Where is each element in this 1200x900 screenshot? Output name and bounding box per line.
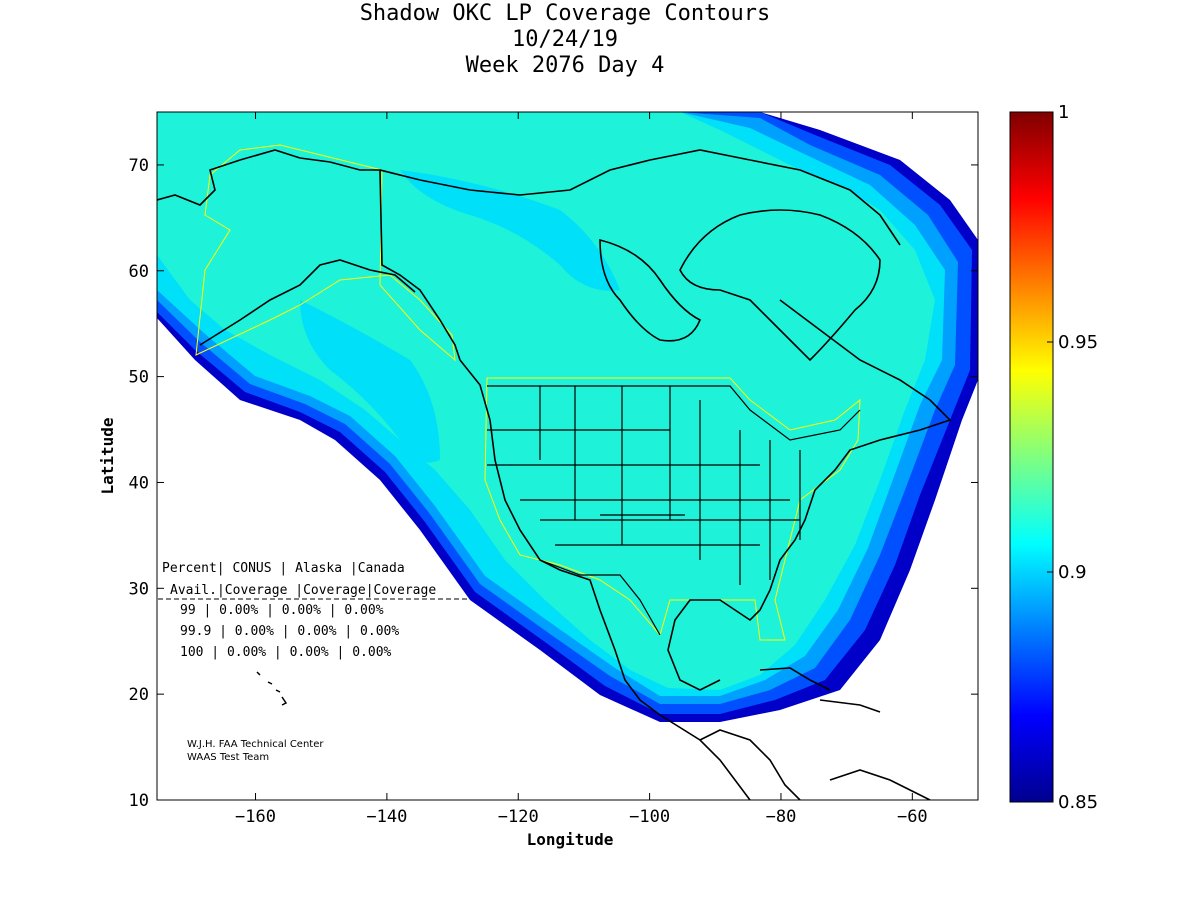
row-percent: 99 <box>180 603 196 618</box>
table-row: 100 | 0.00% | 0.00% | 0.00% <box>180 645 392 660</box>
coastline-greenland <box>679 209 881 362</box>
chart-title-line-1: Shadow OKC LP Coverage Contours <box>359 1 771 26</box>
coastline-arctic <box>379 149 901 246</box>
table-row: 99 | 0.00% | 0.00% | 0.00% <box>180 603 384 618</box>
state-lines-horizontal <box>487 429 800 546</box>
coastlines <box>157 149 952 800</box>
table-header-avail: Avail. <box>170 583 217 598</box>
table-header-row-2: Avail.|Coverage |Coverage|Coverage <box>170 583 436 598</box>
x-tick-label: −140 <box>366 807 407 827</box>
coastline-hudson-bay <box>599 238 702 342</box>
table-sep: | <box>258 603 281 618</box>
row-percent: 99.9 <box>180 624 211 639</box>
table-header-canada: Canada <box>358 561 405 576</box>
x-tick-label: −100 <box>629 807 670 827</box>
row-canada: 0.00% <box>352 645 391 660</box>
table-sep: | <box>272 561 295 576</box>
y-axis-label: Latitude <box>98 417 117 494</box>
coastline-north-america-west <box>459 359 751 800</box>
coverage-table: Percent| CONUS | Alaska |Canada Avail.|C… <box>158 561 470 660</box>
table-header-percent: Percent <box>162 561 217 576</box>
y-axis-ticks: 10 20 30 40 50 60 70 <box>129 156 978 811</box>
table-sep: | <box>342 561 358 576</box>
table-sep: | <box>217 561 233 576</box>
plot-frame <box>156 111 979 801</box>
y-tick-label: 40 <box>129 473 149 493</box>
row-conus: 0.00% <box>219 603 258 618</box>
table-sep: | <box>266 645 289 660</box>
political-borders <box>487 385 861 636</box>
coastline-caribbean <box>759 667 881 713</box>
row-conus: 0.00% <box>235 624 274 639</box>
y-tick-label: 60 <box>129 262 149 282</box>
contour-inner-patch-north <box>400 170 620 291</box>
row-alaska: 0.00% <box>290 645 329 660</box>
boundary-alaska <box>195 144 456 362</box>
table-sep: | <box>203 645 226 660</box>
contour-inner-patch-pacific <box>300 300 440 463</box>
table-header-alaska: Alaska <box>295 561 342 576</box>
coastline-alaska <box>157 149 461 361</box>
colorbar-tick-label: 0.9 <box>1058 562 1087 583</box>
table-sep: | <box>329 645 352 660</box>
row-canada: 0.00% <box>344 603 383 618</box>
table-sep: | <box>337 624 360 639</box>
table-row: 99.9 | 0.00% | 0.00% | 0.00% <box>180 624 399 639</box>
table-header-coverage-3: Coverage <box>374 583 437 598</box>
row-conus: 0.00% <box>227 645 266 660</box>
row-canada: 0.00% <box>360 624 399 639</box>
coverage-contours <box>157 112 978 722</box>
border-us-mexico <box>539 559 661 636</box>
row-percent: 100 <box>180 645 203 660</box>
colorbar-tick-label: 1 <box>1058 102 1069 123</box>
table-header-coverage-1: Coverage <box>225 583 288 598</box>
table-header-conus: CONUS <box>232 561 271 576</box>
x-axis-ticks: −160 −140 −120 −100 −80 −60 <box>235 112 928 827</box>
coastline-south-america <box>829 769 931 800</box>
credit-line-2: WAAS Test Team <box>187 752 269 763</box>
y-tick-label: 10 <box>129 791 149 811</box>
x-axis-label: Longitude <box>527 830 614 849</box>
table-header-coverage-2: Coverage <box>303 583 366 598</box>
x-tick-label: −160 <box>235 807 276 827</box>
table-sep: | <box>217 583 225 598</box>
border-us-canada <box>487 385 861 441</box>
y-tick-label: 70 <box>129 156 149 176</box>
row-alaska: 0.00% <box>282 603 321 618</box>
hawaii-islands <box>256 671 288 706</box>
table-sep: | <box>211 624 234 639</box>
boundary-conus <box>484 377 861 641</box>
x-tick-label: −120 <box>498 807 539 827</box>
table-sep: | <box>196 603 219 618</box>
table-sep: | <box>321 603 344 618</box>
y-tick-label: 20 <box>129 685 149 705</box>
coastline-alaska-south <box>199 259 416 346</box>
table-header-row-1: Percent| CONUS | Alaska |Canada <box>162 561 405 576</box>
y-tick-label: 30 <box>129 579 149 599</box>
colorbar-tick-label: 0.95 <box>1058 332 1098 353</box>
table-sep: | <box>274 624 297 639</box>
colorbar-tick-label: 0.85 <box>1058 792 1098 813</box>
row-alaska: 0.00% <box>297 624 336 639</box>
x-tick-label: −60 <box>897 807 928 827</box>
chart-title-line-2: 10/24/19 <box>512 27 618 52</box>
table-sep: | <box>366 583 374 598</box>
x-tick-label: −80 <box>766 807 797 827</box>
coastline-central-america <box>699 729 801 800</box>
chart-title-line-3: Week 2076 Day 4 <box>465 53 665 78</box>
colorbar <box>1009 111 1054 803</box>
colorbar-ticks: 0.85 0.9 0.95 1 <box>1047 102 1098 813</box>
y-tick-label: 50 <box>129 368 149 388</box>
credit-line-1: W.J.H. FAA Technical Center <box>187 739 324 750</box>
table-sep: | <box>287 583 303 598</box>
